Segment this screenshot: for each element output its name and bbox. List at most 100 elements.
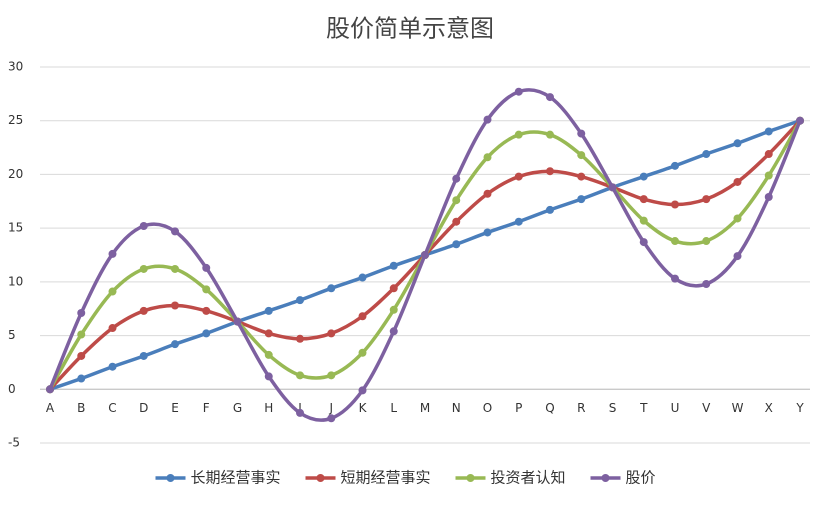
legend-marker [466, 474, 475, 482]
point [327, 414, 336, 423]
point [108, 249, 117, 258]
y-tick-label: 15 [8, 221, 23, 235]
point [546, 167, 554, 176]
point [639, 238, 648, 247]
y-tick-label: 0 [8, 382, 16, 396]
point [171, 227, 179, 236]
chart-title: 股价简单示意图 [326, 15, 494, 43]
point [264, 329, 273, 338]
point [764, 127, 773, 136]
point [608, 183, 617, 192]
y-tick-label: 30 [8, 60, 23, 74]
point [452, 240, 461, 249]
x-tick-label: G [233, 401, 242, 415]
legend-marker [601, 474, 610, 482]
point [514, 172, 523, 181]
point [702, 195, 711, 204]
x-tick-label: T [639, 401, 648, 415]
y-tick-label: 5 [8, 328, 16, 342]
point [139, 264, 148, 273]
point [671, 274, 679, 283]
point [389, 305, 398, 314]
point [139, 306, 148, 315]
point [389, 284, 398, 293]
point [171, 340, 179, 349]
point [514, 87, 523, 96]
point [202, 306, 211, 315]
point [671, 161, 679, 170]
x-tick-label: O [483, 401, 492, 415]
y-tick-label: -5 [8, 436, 20, 450]
point [577, 129, 586, 138]
point [483, 153, 492, 162]
point [733, 252, 742, 261]
x-tick-label: R [577, 401, 585, 415]
x-tick-label: Q [545, 401, 554, 415]
x-tick-label: C [108, 401, 116, 415]
point [577, 195, 586, 204]
point [639, 216, 648, 225]
x-tick-label: N [452, 401, 461, 415]
point [139, 351, 148, 360]
point [483, 189, 492, 198]
point [296, 296, 304, 305]
point [202, 263, 211, 272]
point [264, 372, 273, 381]
x-tick-label: Y [795, 401, 804, 415]
point [296, 334, 304, 343]
x-tick-label: F [203, 401, 210, 415]
x-tick-label: W [732, 401, 744, 415]
point [77, 309, 86, 318]
point [389, 327, 398, 336]
point [546, 93, 554, 102]
point [77, 351, 86, 360]
point [452, 174, 461, 183]
x-tick-label: U [671, 401, 680, 415]
point [108, 362, 117, 371]
point [358, 312, 367, 321]
point [764, 150, 773, 159]
point [764, 192, 773, 201]
point [639, 195, 648, 204]
legend-marker [166, 474, 175, 482]
point [46, 385, 54, 394]
x-tick-label: I [298, 401, 302, 415]
x-tick-label: E [171, 401, 179, 415]
x-tick-label: V [702, 401, 711, 415]
x-tick-label: H [264, 401, 273, 415]
point [577, 172, 586, 181]
point [358, 386, 367, 395]
x-tick-label: K [359, 401, 368, 415]
point [514, 217, 523, 226]
point [327, 329, 336, 338]
point [327, 371, 336, 380]
point [233, 317, 242, 326]
point [702, 150, 711, 159]
point [296, 371, 304, 380]
legend-label: 短期经营事实 [341, 469, 431, 487]
point [296, 408, 304, 417]
point [202, 329, 211, 338]
point [796, 116, 804, 125]
x-tick-label: L [390, 401, 397, 415]
point [764, 171, 773, 180]
point [171, 264, 179, 273]
point [77, 330, 86, 339]
point [733, 177, 742, 186]
point [702, 280, 711, 289]
x-tick-label: A [46, 401, 55, 415]
point [452, 217, 461, 226]
x-tick-label: B [77, 401, 85, 415]
point [546, 130, 554, 139]
point [264, 306, 273, 315]
legend-label: 股价 [626, 469, 656, 487]
legend-label: 投资者认知 [491, 469, 566, 487]
point [264, 350, 273, 359]
y-tick-label: 10 [8, 274, 23, 288]
x-tick-label: J [328, 401, 333, 415]
point [452, 196, 461, 205]
point [327, 284, 336, 293]
point [358, 348, 367, 357]
x-tick-label: X [765, 401, 773, 415]
